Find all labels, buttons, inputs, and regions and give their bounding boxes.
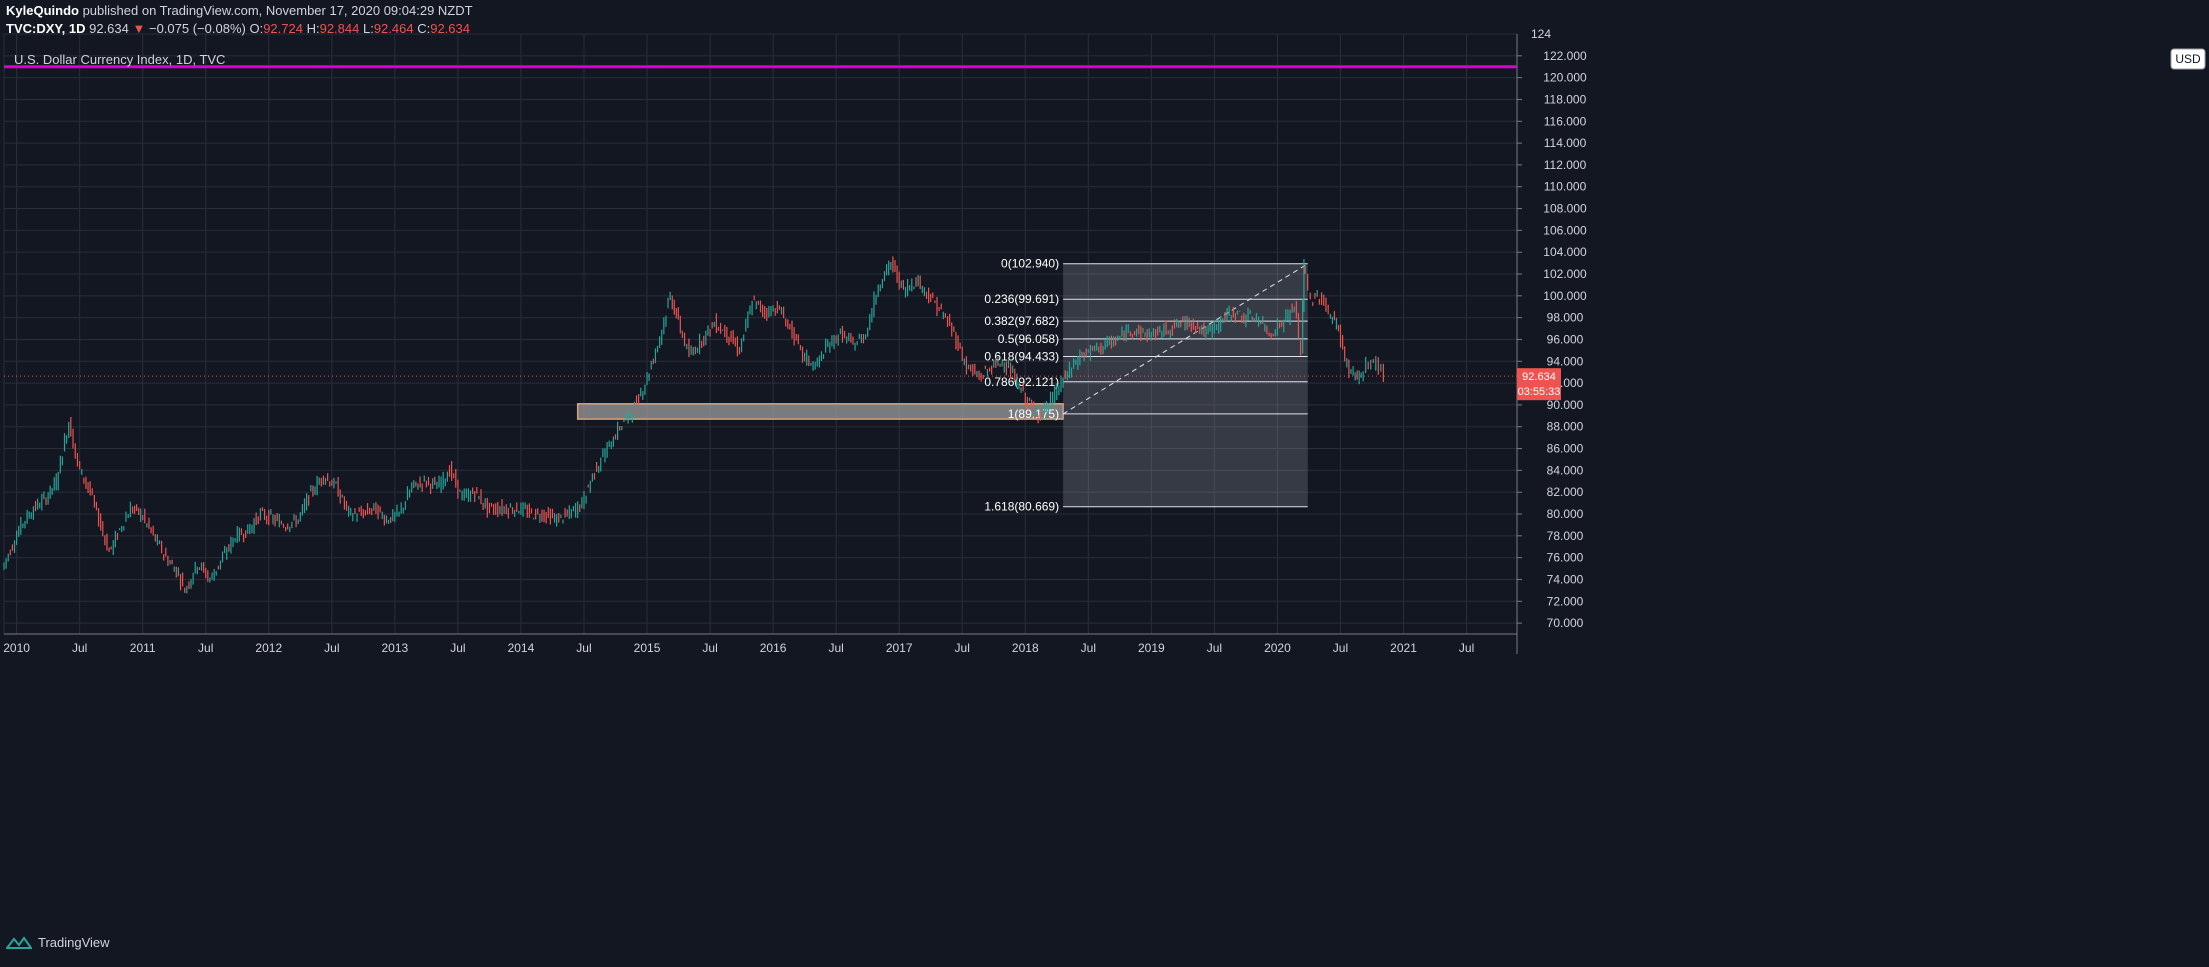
x-tick-label: Jul: [702, 641, 717, 655]
symbol-name[interactable]: TVC:DXY, 1D: [6, 21, 86, 36]
publish-info: KyleQuindo published on TradingView.com,…: [6, 3, 473, 18]
y-tick-label: 88.000: [1547, 420, 1584, 434]
y-tick-label: 106.000: [1543, 223, 1587, 237]
y-tick-label: 102.000: [1543, 267, 1587, 281]
y-tick-label: 98.000: [1547, 311, 1584, 325]
y-tick-label: 84.000: [1547, 463, 1584, 477]
x-tick-label: Jul: [450, 641, 465, 655]
y-tick-label: 112.000: [1544, 158, 1587, 172]
fib-level-label: 0(102.940): [1001, 257, 1059, 271]
close-value: 92.634: [430, 21, 470, 36]
y-tick-label: 118.000: [1544, 92, 1587, 106]
last-value: 92.634: [89, 21, 129, 36]
y-tick-label: 124: [1531, 27, 1551, 41]
y-tick-label: 86.000: [1547, 442, 1584, 456]
fib-level-label: 0.786(92.121): [984, 375, 1059, 389]
l-label: L:: [362, 21, 374, 36]
x-tick-label: 2010: [3, 641, 30, 655]
x-tick-label: 2021: [1390, 641, 1417, 655]
author-name[interactable]: KyleQuindo: [6, 3, 79, 18]
x-tick-label: 2018: [1012, 641, 1039, 655]
triangle-down-icon: ▼: [132, 21, 146, 36]
chart-grid: [3, 33, 1518, 635]
last-price-label: 92.634 03:55:33: [4, 368, 1561, 401]
last-price-value: 92.634: [1522, 371, 1556, 383]
currency-button[interactable]: USD: [2170, 48, 2206, 70]
y-tick-label: 100.000: [1543, 289, 1587, 303]
chart-title: U.S. Dollar Currency Index, 1D, TVC: [14, 52, 225, 67]
y-tick-label: 70.000: [1547, 616, 1584, 630]
x-tick-label: 2014: [508, 641, 535, 655]
y-tick-label: 116.000: [1544, 114, 1587, 128]
x-tick-label: Jul: [828, 641, 843, 655]
x-tick-label: 2019: [1138, 641, 1165, 655]
change-value: −0.075 (−0.08%): [148, 21, 246, 36]
countdown-value: 03:55:33: [1518, 386, 1561, 398]
fib-trend-line: [1062, 263, 1308, 415]
x-tick-label: 2013: [382, 641, 409, 655]
low-value: 92.464: [373, 21, 414, 36]
x-tick-label: Jul: [72, 641, 87, 655]
fib-level-label: 1.618(80.669): [984, 500, 1059, 514]
fib-level-label: 0.5(96.058): [998, 332, 1059, 346]
y-tick-label: 74.000: [1547, 572, 1584, 586]
fib-background: [1063, 263, 1308, 507]
symbol-info: TVC:DXY, 1D 92.634 ▼ −0.075 (−0.08%) O:9…: [6, 21, 470, 36]
fib-level-label: 0.382(97.682): [984, 314, 1059, 328]
y-tick-label: 122.000: [1543, 49, 1587, 63]
x-tick-label: 2020: [1264, 641, 1291, 655]
h-label: H:: [306, 21, 320, 36]
y-tick-label: 96.000: [1547, 332, 1584, 346]
y-tick-label: 104.000: [1543, 245, 1587, 259]
x-tick-label: Jul: [1333, 641, 1348, 655]
y-tick-label: 82.000: [1547, 485, 1584, 499]
x-tick-label: Jul: [198, 641, 213, 655]
y-tick-label: 110.000: [1544, 180, 1587, 194]
c-label: C:: [417, 21, 431, 36]
fib-level-label: 0.236(99.691): [984, 292, 1059, 306]
high-value: 92.844: [319, 21, 360, 36]
brand-label: TradingView: [38, 935, 110, 950]
fib-retracement: 0(102.940) 0.236(99.691) 0.382(97.682) 0.5(…: [984, 257, 1308, 514]
support-zone: [576, 403, 1064, 420]
currency-label: USD: [2175, 52, 2201, 66]
last-price-badge: [1517, 368, 1561, 401]
price-axis: 70.000 72.000 74.000 76.000 78.000 80.000 82.0…: [1516, 27, 1587, 654]
fib-level-label: 1(89.175): [1008, 407, 1059, 421]
x-tick-label: Jul: [324, 641, 339, 655]
o-label: O:: [249, 21, 264, 36]
x-tick-label: Jul: [1207, 641, 1222, 655]
fib-level-label: 0.618(94.433): [984, 350, 1059, 364]
x-tick-label: 2017: [886, 641, 913, 655]
x-tick-label: Jul: [1459, 641, 1474, 655]
time-axis: 2010 Jul 2011 Jul 2012 Jul 2013 Jul 2014 Jul 2015 J…: [3, 633, 1517, 655]
footer-brand[interactable]: TradingView: [6, 935, 110, 950]
y-tick-label: 120.000: [1543, 71, 1587, 85]
y-tick-label: 114.000: [1544, 136, 1587, 150]
y-tick-label: 76.000: [1547, 551, 1584, 565]
x-tick-label: 2015: [634, 641, 661, 655]
x-tick-label: 2012: [255, 641, 282, 655]
x-tick-label: Jul: [1081, 641, 1096, 655]
y-tick-label: 94.000: [1547, 354, 1584, 368]
support-zone-rect: [576, 403, 1064, 420]
published-text: published on TradingView.com, November 1…: [82, 3, 473, 18]
x-tick-label: 2011: [130, 641, 156, 655]
y-tick-label: 80.000: [1547, 507, 1584, 521]
open-value: 92.724: [263, 21, 303, 36]
tradingview-logo-icon: [6, 935, 32, 949]
y-tick-label: 72.000: [1547, 594, 1584, 608]
y-tick-label: 78.000: [1547, 529, 1584, 543]
x-tick-label: Jul: [955, 641, 970, 655]
x-tick-label: 2016: [760, 641, 787, 655]
y-tick-label: 90.000: [1547, 398, 1584, 412]
price-series: [3, 256, 1384, 594]
y-tick-label: 108.000: [1543, 202, 1587, 216]
x-tick-label: Jul: [576, 641, 591, 655]
